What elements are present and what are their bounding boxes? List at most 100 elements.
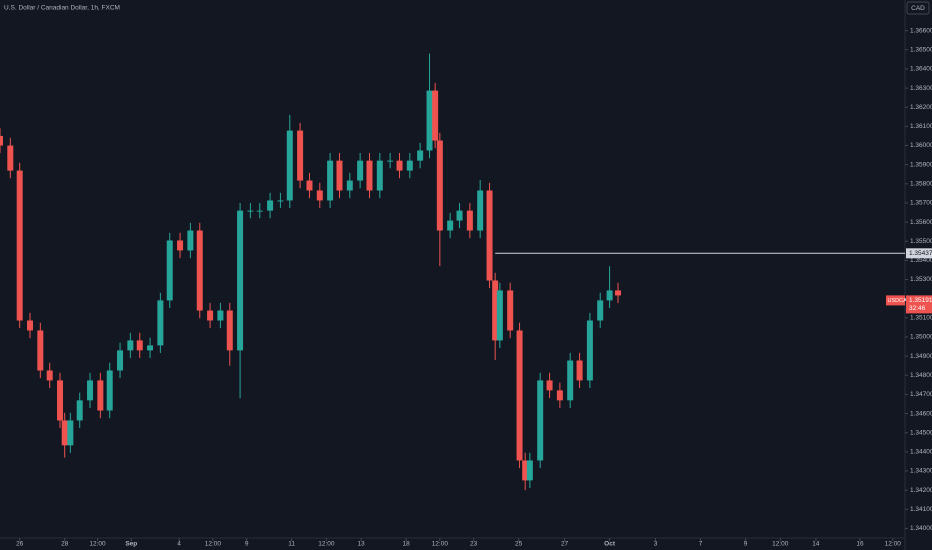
candle-body <box>147 345 154 351</box>
candle-body <box>606 290 613 301</box>
x-tick-label: 9 <box>245 541 249 548</box>
price-tag-value: 1.35191 <box>909 297 932 304</box>
x-tick-label: 12:00 <box>89 541 106 548</box>
y-tick-label: 1.34600 <box>910 410 932 417</box>
y-tick-label: 1.34200 <box>910 487 932 494</box>
candle-body <box>507 290 514 331</box>
y-tick-label: 1.34900 <box>910 353 932 360</box>
candle-body <box>426 90 433 151</box>
candle-body <box>357 160 364 181</box>
candle-body <box>0 135 3 146</box>
candle-body <box>37 330 44 371</box>
candle-body <box>16 170 23 321</box>
candle-body <box>76 400 83 421</box>
candle-body <box>492 280 499 341</box>
y-tick-label: 1.35800 <box>910 181 932 188</box>
x-tick-label: 25 <box>515 541 523 548</box>
candle-body <box>567 360 574 401</box>
candle-body <box>546 380 553 391</box>
price-tag-box <box>906 295 932 314</box>
candle-body <box>576 360 583 381</box>
candle-body <box>157 300 164 346</box>
y-tick-label: 1.34800 <box>910 372 932 379</box>
candle-body <box>267 200 274 211</box>
candle-body <box>522 460 529 481</box>
candle-body <box>306 180 313 191</box>
y-tick-label: 1.34300 <box>910 468 932 475</box>
y-tick-label: 1.35300 <box>910 276 932 283</box>
x-tick-label: Sep <box>125 541 137 548</box>
candle-body <box>57 380 64 421</box>
candle-body <box>166 240 173 301</box>
candle-body <box>237 210 244 351</box>
candle-body <box>247 210 254 212</box>
candle-body <box>127 340 134 351</box>
candle-body <box>97 380 104 411</box>
candle-body <box>217 310 224 321</box>
candle-body <box>61 420 68 446</box>
candle-body <box>316 190 323 201</box>
candle-body <box>27 320 34 331</box>
candle-body <box>136 340 143 351</box>
candle-body <box>477 190 484 231</box>
x-tick-label: 12:00 <box>772 541 789 548</box>
candle-body <box>297 130 304 181</box>
y-tick-label: 1.36500 <box>910 46 932 53</box>
candle-body <box>436 140 443 231</box>
price-tag-symbol: USDCAD <box>888 298 911 304</box>
x-tick-label: 18 <box>402 541 410 548</box>
candle-body <box>346 180 353 191</box>
price-tag-countdown: 32:46 <box>909 305 926 312</box>
candle-body <box>556 390 563 401</box>
x-tick-label: 3 <box>654 541 658 548</box>
candle-body <box>586 320 593 381</box>
candle-body <box>256 210 263 212</box>
candle-body <box>46 370 53 381</box>
candle-body <box>597 300 604 321</box>
candle-body <box>187 230 194 251</box>
x-tick-label: 12:00 <box>205 541 222 548</box>
y-tick-label: 1.36300 <box>910 85 932 92</box>
y-tick-label: 1.35000 <box>910 334 932 341</box>
candle-body <box>336 160 343 191</box>
y-tick-label: 1.34500 <box>910 429 932 436</box>
candle-body <box>537 380 544 461</box>
y-tick-label: 1.35400 <box>910 257 932 264</box>
x-tick-label: 26 <box>16 541 24 548</box>
y-tick-label: 1.34100 <box>910 506 932 513</box>
y-tick-label: 1.35100 <box>910 315 932 322</box>
candle-body <box>327 160 334 201</box>
y-tick-label: 1.36600 <box>910 27 932 34</box>
candle-body <box>67 420 74 446</box>
y-tick-label: 1.35500 <box>910 238 932 245</box>
x-tick-label: 11 <box>288 541 295 548</box>
candle-body <box>526 460 533 481</box>
x-tick-label: 12:00 <box>432 541 449 548</box>
y-tick-label: 1.35600 <box>910 219 932 226</box>
level-label: 1.35437 <box>909 250 932 257</box>
candle-body <box>396 160 403 171</box>
x-tick-label: Oct <box>604 541 616 548</box>
y-tick-label: 1.36000 <box>910 142 932 149</box>
candle-body <box>366 160 373 191</box>
candle-body <box>87 380 94 401</box>
currency[interactable]: CAD <box>911 5 925 12</box>
x-tick-label: 9 <box>744 541 748 548</box>
currency-box[interactable] <box>906 1 930 15</box>
chart-title: U.S. Dollar / Canadian Dollar, 1h, FXCM <box>4 5 120 12</box>
candle-body <box>106 370 113 411</box>
candle-body <box>447 220 454 231</box>
x-tick-label: 7 <box>699 541 703 548</box>
candle-body <box>286 130 293 201</box>
candle-body <box>117 350 124 371</box>
candle-body <box>417 150 424 161</box>
candle-body <box>496 290 503 341</box>
candle-body <box>432 90 439 141</box>
x-tick-label: 13 <box>357 541 365 548</box>
candle-body <box>406 160 413 171</box>
y-tick-label: 1.36100 <box>910 123 932 130</box>
y-tick-label: 1.36200 <box>910 104 932 111</box>
candle-body <box>456 210 463 221</box>
